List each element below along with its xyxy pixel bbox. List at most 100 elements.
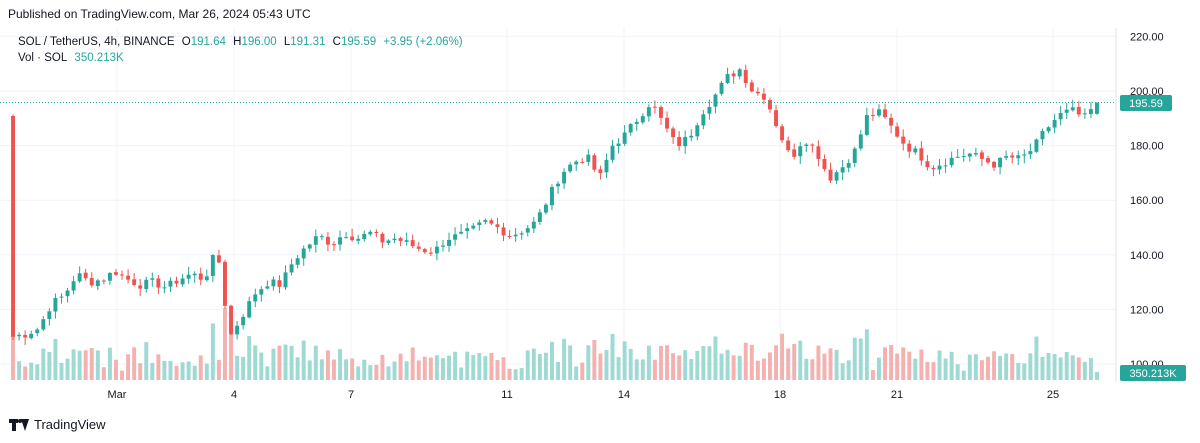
candle-body xyxy=(59,296,64,298)
candle-body xyxy=(743,70,748,84)
candle-body xyxy=(483,220,488,222)
candle-body xyxy=(683,136,688,147)
volume-bar xyxy=(598,353,603,380)
candle-body xyxy=(471,225,476,229)
candle-body xyxy=(362,233,367,239)
volume-value: 350.213K xyxy=(74,52,124,64)
candle-body xyxy=(937,165,942,170)
volume-bar xyxy=(731,355,736,380)
volume-bar xyxy=(659,346,663,380)
candle-body xyxy=(174,280,179,284)
candle-body xyxy=(858,134,863,149)
candle-body xyxy=(107,272,112,281)
candle-body xyxy=(531,221,536,229)
volume-bar xyxy=(114,359,118,380)
close-value: 195.59 xyxy=(340,36,377,48)
candle-body xyxy=(295,258,300,265)
volume-bar xyxy=(253,345,258,380)
candle-body xyxy=(332,244,336,246)
published-header: Published on TradingView.com, Mar 26, 20… xyxy=(8,7,311,21)
low-value: 191.31 xyxy=(290,36,326,48)
volume-bar xyxy=(1064,352,1069,380)
volume-bar xyxy=(701,346,706,380)
volume-bar xyxy=(11,308,15,380)
volume-bar xyxy=(17,361,22,380)
volume-bar xyxy=(1088,358,1093,380)
volume-bar xyxy=(289,345,294,380)
candle-body xyxy=(677,136,682,147)
candle-body xyxy=(701,114,706,126)
volume-bar xyxy=(622,341,627,380)
volume-bar xyxy=(604,350,609,380)
change-value: +3.95 (+2.06%) xyxy=(383,36,463,48)
time-tick-label: 18 xyxy=(774,389,786,401)
volume-bar xyxy=(895,353,900,380)
volume-bar xyxy=(265,366,270,380)
candle-body xyxy=(1010,155,1015,158)
candle-body xyxy=(138,285,143,289)
volume-bar xyxy=(671,353,676,380)
candle-body xyxy=(47,311,52,320)
candle-body xyxy=(126,275,131,280)
last-price-badge xyxy=(1120,95,1172,111)
candle-body xyxy=(925,161,930,168)
last-volume-label: 350.213K xyxy=(1129,368,1177,380)
volume-bar xyxy=(77,350,82,380)
candle-body xyxy=(550,187,554,206)
price-tick-label: 120.00 xyxy=(1130,304,1164,316)
candle-body xyxy=(543,204,548,213)
tradingview-brand: TradingView xyxy=(34,417,106,432)
candle-body xyxy=(901,136,906,144)
volume-bar xyxy=(683,350,688,380)
volume-bar xyxy=(834,349,839,380)
volume-bar xyxy=(374,364,379,380)
volume-bar xyxy=(174,365,179,380)
candle-body xyxy=(713,94,718,107)
candle-body xyxy=(17,334,22,337)
candle-body xyxy=(883,109,887,118)
volume-bar xyxy=(235,355,240,380)
volume-bar xyxy=(652,359,657,380)
candle-body xyxy=(598,169,603,174)
volume-bar xyxy=(350,358,355,380)
candle-body xyxy=(277,280,282,287)
volume-bar xyxy=(477,353,482,380)
volume-bar xyxy=(846,360,851,380)
volume-bar xyxy=(543,352,548,380)
candle-body xyxy=(568,164,573,172)
candle-body xyxy=(889,117,894,126)
price-tick-label: 160.00 xyxy=(1130,195,1164,207)
candle-body xyxy=(586,154,591,162)
time-tick-label: 21 xyxy=(891,389,903,401)
candle-body xyxy=(822,159,827,170)
volume-bar xyxy=(828,348,833,380)
volume-bar xyxy=(71,349,76,380)
candle-body xyxy=(556,183,560,187)
candle-body xyxy=(271,279,276,287)
volume-bar xyxy=(1010,354,1015,380)
volume-bar xyxy=(489,352,494,380)
volume-bar xyxy=(810,359,815,380)
candle-body xyxy=(864,115,869,135)
candle-body xyxy=(1034,139,1039,152)
volume-bar xyxy=(441,358,445,380)
volume-bar xyxy=(961,370,966,380)
volume-bar xyxy=(229,321,233,380)
candle-body xyxy=(1064,109,1069,113)
volume-legend: Vol · SOL 350.213K xyxy=(18,52,128,64)
candle-body xyxy=(1070,107,1075,111)
tradingview-footer[interactable]: TradingView xyxy=(9,417,106,432)
candle-body xyxy=(1028,151,1033,155)
candle-body xyxy=(380,233,385,243)
candle-body xyxy=(640,116,645,123)
volume-bar xyxy=(186,361,191,380)
volume-bar xyxy=(65,358,70,380)
volume-bar xyxy=(434,355,439,380)
candle-body xyxy=(749,82,754,92)
volume-bar xyxy=(725,349,730,380)
volume-bar xyxy=(562,338,567,380)
volume-bar xyxy=(241,356,246,380)
volume-bar xyxy=(126,354,131,380)
candle-body xyxy=(949,157,954,166)
